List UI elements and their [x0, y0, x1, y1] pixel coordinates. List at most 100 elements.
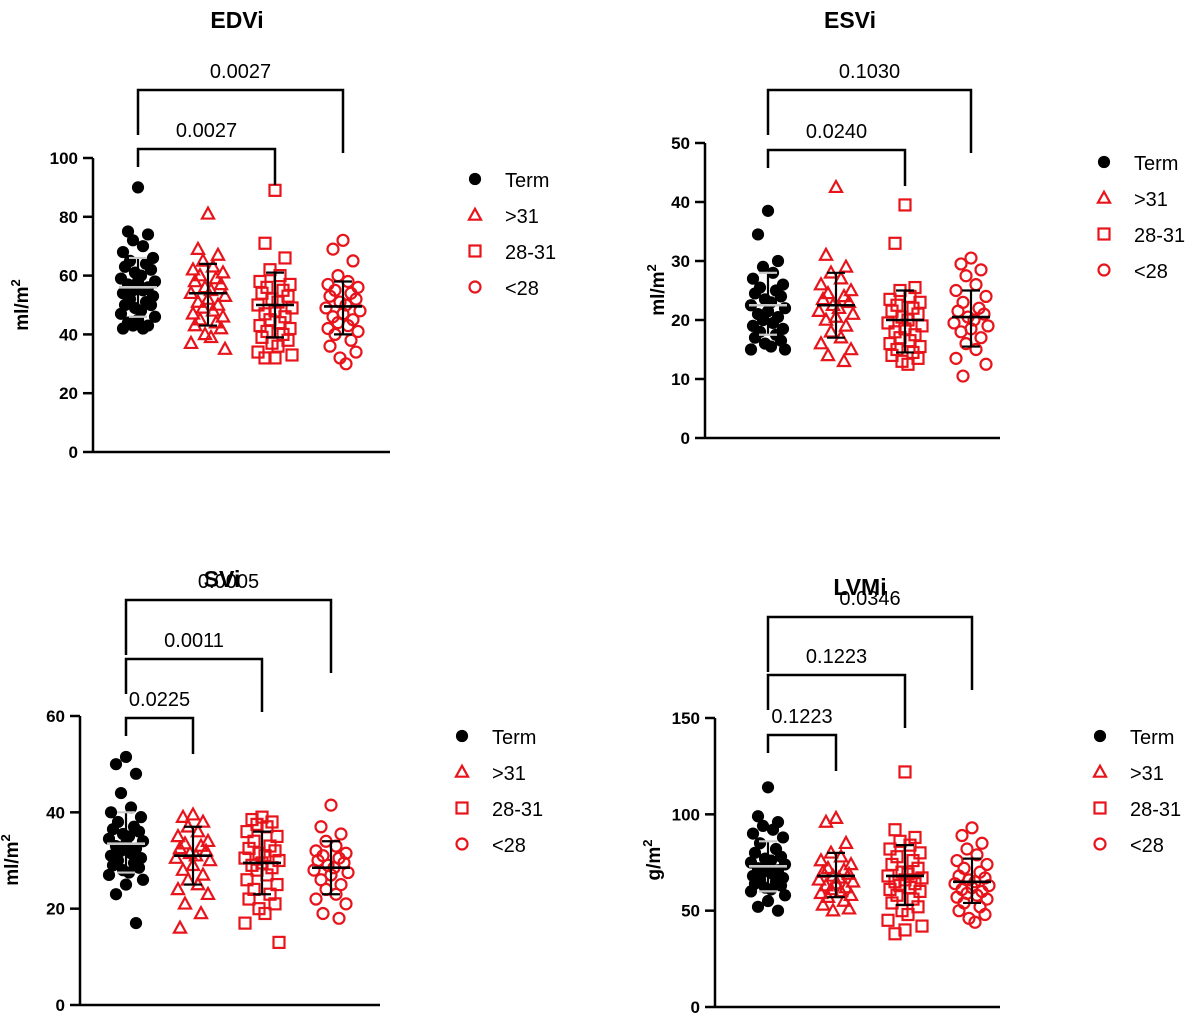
data-point — [901, 357, 915, 371]
data-point — [901, 907, 915, 922]
significance-bracket: 0.0346 — [766, 588, 974, 690]
chart-panel-lvmi: LVMi g/m2 0 50 100 150 0.1223 0.1223 0.0346 Term >… — [640, 574, 1181, 1017]
data-point — [351, 280, 365, 294]
legend-item: <28 — [468, 278, 539, 300]
data-point — [949, 351, 963, 365]
data-point — [751, 228, 765, 241]
data-point — [109, 888, 123, 901]
legend-marker-filled-circle — [1093, 729, 1107, 743]
legend-marker-open-circle — [455, 837, 469, 851]
y-axis-label-unit: ml/m — [12, 286, 33, 330]
data-point — [833, 848, 849, 863]
legend-item: >31 — [1092, 763, 1164, 785]
data-point — [190, 823, 206, 838]
data-point — [268, 183, 282, 197]
data-point — [316, 906, 330, 921]
data-point — [213, 275, 229, 291]
data-point — [132, 825, 146, 838]
data-point — [979, 289, 993, 303]
data-point — [970, 848, 984, 862]
data-point — [323, 289, 337, 303]
chart-panel-esvi: ESViml/m2010203040500.02400.1030Term>312… — [644, 7, 1185, 448]
p-value-label: 0.0027 — [210, 61, 271, 83]
data-point — [843, 281, 859, 297]
data-point — [818, 311, 834, 326]
data-point — [193, 837, 209, 852]
summary-Term — [107, 811, 145, 874]
legend-label: 28-31 — [492, 799, 543, 821]
data-point — [185, 261, 201, 276]
data-point — [202, 851, 218, 867]
data-point — [319, 301, 333, 315]
data-point — [815, 896, 831, 911]
data-point — [346, 254, 360, 268]
data-point — [974, 331, 988, 345]
data-point — [309, 892, 323, 906]
data-point — [756, 260, 770, 273]
data-point — [324, 798, 338, 812]
data-point — [185, 305, 201, 320]
legend-label: <28 — [492, 835, 526, 857]
y-axis-label: ml/m2 — [8, 279, 33, 331]
summary-Term — [749, 271, 787, 336]
data-point — [258, 351, 272, 365]
bracket-line — [766, 88, 973, 153]
data-point — [190, 240, 206, 255]
p-value-label: 0.0011 — [164, 630, 224, 652]
data-point — [813, 335, 829, 350]
data-point — [751, 900, 765, 913]
legend: Term >31 28-31 <28 — [454, 727, 543, 857]
data-point — [114, 844, 128, 857]
data-point — [881, 316, 895, 330]
data-point — [124, 801, 138, 814]
legend: Term >31 28-31 <28 — [1096, 153, 1185, 283]
data-point — [172, 839, 188, 855]
data-point — [962, 873, 976, 887]
data-point — [980, 892, 994, 906]
legend-item: <28 — [1097, 261, 1168, 283]
data-point — [144, 298, 158, 312]
summary-28-31 — [886, 844, 924, 906]
data-point — [336, 233, 350, 247]
data-point — [144, 263, 158, 276]
data-point — [748, 331, 762, 344]
data-point — [778, 889, 792, 902]
summary->31 — [189, 262, 227, 327]
significance-bracket: 0.1223 — [766, 646, 907, 728]
legend-item: 28-31 — [455, 799, 543, 821]
data-point — [843, 855, 859, 871]
data-point — [843, 886, 859, 902]
data-point — [838, 258, 854, 273]
data-point — [764, 883, 778, 896]
y-tick-label: 50 — [671, 134, 690, 153]
data-point — [813, 276, 829, 291]
y-tick-label: 100 — [672, 805, 700, 824]
legend-marker-filled-circle — [468, 172, 482, 186]
legend-marker-filled-circle — [1097, 155, 1111, 169]
data-point — [119, 878, 133, 891]
data-point — [823, 323, 839, 338]
data-point — [746, 827, 760, 840]
summary-<28 — [324, 280, 362, 336]
data-point — [825, 902, 841, 917]
chart-title: SVi — [204, 566, 241, 592]
data-point — [185, 806, 201, 821]
summary-Term — [119, 256, 157, 318]
legend-marker-open-triangle — [1096, 189, 1112, 204]
data-point — [828, 809, 844, 824]
chart-panel-edvi: EDViml/m20204060801000.00270.0027Term>31… — [8, 7, 556, 462]
data-point — [836, 352, 852, 368]
data-point — [748, 846, 762, 859]
data-point — [314, 820, 328, 834]
data-point — [339, 897, 353, 911]
legend-marker-open-circle — [468, 280, 482, 294]
data-point — [811, 302, 827, 317]
data-point — [270, 829, 284, 844]
y-axis-label: g/m2 — [640, 839, 665, 880]
data-point — [955, 828, 969, 843]
data-point — [968, 915, 982, 929]
legend-item: <28 — [1093, 835, 1164, 857]
legend-item: >31 — [467, 206, 539, 228]
data-point — [141, 228, 155, 241]
